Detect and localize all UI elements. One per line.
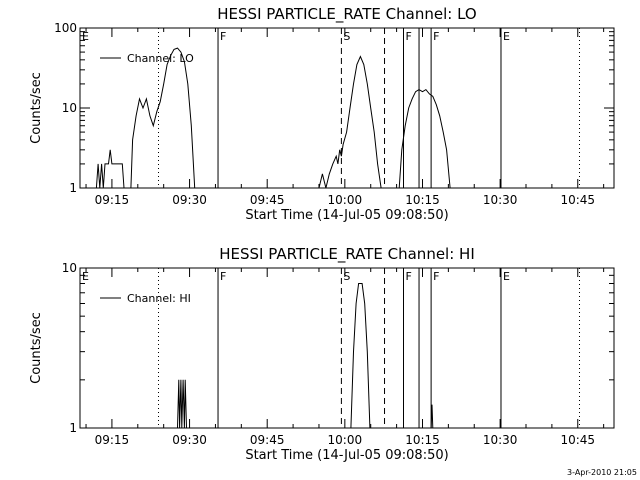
panel-lo: HESSI PARTICLE_RATE Channel: LO 1 10 100 09:…	[29, 5, 615, 223]
series-channel-hi	[430, 404, 434, 429]
x-tick-label: 10:30	[483, 433, 518, 447]
event-marker-s: S	[343, 30, 350, 43]
x-tick-label: 10:30	[483, 193, 518, 207]
event-marker-f: F	[433, 30, 439, 43]
x-tick-label: 09:15	[95, 193, 130, 207]
event-marker-e: E	[82, 30, 89, 43]
series-channel-hi	[350, 283, 371, 429]
x-tick-label: 09:30	[172, 193, 207, 207]
x-tick-label: 10:15	[405, 193, 440, 207]
event-marker-e: E	[82, 270, 89, 283]
y-tick-label: 100	[54, 21, 77, 35]
chart-title: HESSI PARTICLE_RATE Channel: LO	[217, 5, 476, 24]
x-tick-label: 09:30	[172, 433, 207, 447]
event-marker-e: E	[503, 30, 510, 43]
y-axis-label: Counts/sec	[29, 72, 44, 144]
panel-hi: HESSI PARTICLE_RATE Channel: HI 1 10 09:15 0…	[29, 245, 615, 463]
x-tick-label: 10:45	[560, 433, 595, 447]
x-tick-label: 09:45	[250, 433, 285, 447]
y-tick-label: 10	[62, 101, 77, 115]
x-axis-label: Start Time (14-Jul-05 09:08:50)	[245, 448, 448, 463]
event-marker-f: F	[220, 270, 226, 283]
event-marker-f: F	[406, 30, 412, 43]
x-tick-label: 10:15	[405, 433, 440, 447]
event-marker-f: F	[220, 30, 226, 43]
y-axis-label: Counts/sec	[29, 312, 44, 384]
x-tick-label: 10:00	[328, 433, 363, 447]
x-tick-label: 09:15	[95, 433, 130, 447]
series-channel-lo	[398, 88, 451, 189]
y-tick-label: 1	[69, 421, 77, 435]
x-tick-label: 10:45	[560, 193, 595, 207]
legend-label: Channel: LO	[127, 52, 194, 65]
event-marker-s: S	[343, 270, 350, 283]
series-channel-hi	[177, 379, 187, 429]
footer-timestamp: 3-Apr-2010 21:05	[567, 468, 637, 477]
x-tick-label: 09:45	[250, 193, 285, 207]
chart-title: HESSI PARTICLE_RATE Channel: HI	[219, 245, 475, 264]
event-marker-e: E	[503, 270, 510, 283]
plot-frame	[79, 267, 615, 429]
x-axis-label: Start Time (14-Jul-05 09:08:50)	[245, 208, 448, 223]
series-channel-lo	[95, 149, 125, 189]
y-tick-label: 1	[69, 181, 77, 195]
x-tick-label: 10:00	[328, 193, 363, 207]
event-marker-f: F	[433, 270, 439, 283]
y-tick-label: 10	[62, 261, 77, 275]
series-channel-lo	[130, 47, 196, 189]
legend-label: Channel: HI	[127, 292, 191, 305]
series-channel-lo	[318, 55, 382, 189]
event-marker-f: F	[406, 270, 412, 283]
